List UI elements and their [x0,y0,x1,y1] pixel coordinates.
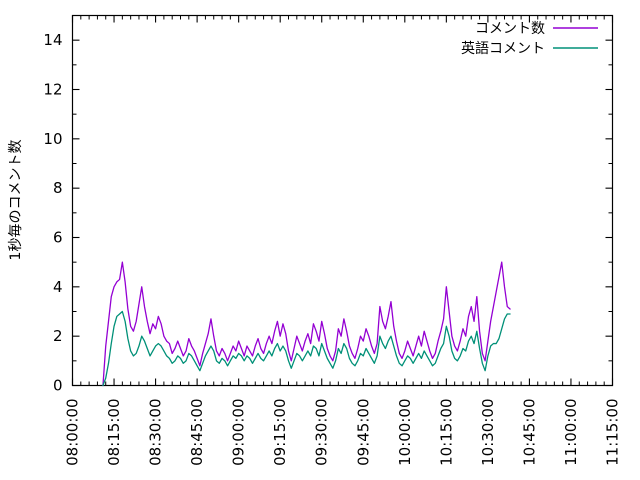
x-tick-label: 09:00:00 [230,399,248,466]
x-tick-label: 09:15:00 [271,399,289,466]
y-tick-label: 0 [53,377,63,395]
x-tick-label: 08:00:00 [64,399,82,466]
x-tick-label: 09:45:00 [354,399,372,466]
y-axis-title-group: 1秒毎のコメント数 [8,140,24,261]
y-tick-label: 10 [43,130,62,148]
x-tick-label: 10:15:00 [437,399,455,466]
y-tick-label: 12 [43,81,62,99]
x-tick-label: 08:30:00 [147,399,165,466]
legend-label-1: コメント数 [475,21,545,37]
x-tick-label: 11:00:00 [562,399,580,466]
plot-frame [71,14,614,387]
x-tick-label: 08:45:00 [188,399,206,466]
x-axis-minor-ticks [72,15,613,386]
y-tick-label: 6 [53,229,63,247]
x-tick-label: 11:15:00 [604,399,622,466]
series-line-1 [102,261,511,387]
x-tick-label: 10:30:00 [479,399,497,466]
y-tick-label: 8 [53,179,63,197]
x-tick-label: 08:15:00 [105,399,123,466]
x-tick-label: 10:45:00 [520,399,538,466]
x-tick-label: 10:00:00 [396,399,414,466]
y-axis-title: 1秒毎のコメント数 [8,140,24,261]
x-tick-label: 09:30:00 [313,399,331,466]
y-tick-label: 4 [53,278,63,296]
y-axis-ticks: 0 2 4 6 8 10 12 14 [43,31,613,395]
y-tick-label: 14 [43,31,62,49]
y-tick-label: 2 [53,327,63,345]
series-group [102,261,511,387]
series-line-2 [102,310,511,387]
x-axis-ticks: 08:00:00 08:15:00 08:30:00 08:45:00 09:00:00… [64,15,622,466]
legend-label-2: 英語コメント [461,40,545,57]
